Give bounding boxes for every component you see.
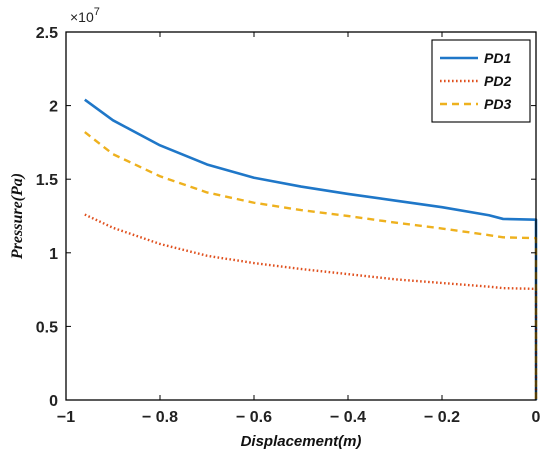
legend: PD1 PD2 PD3	[431, 39, 531, 123]
y-tick-label: 2.5	[36, 25, 58, 42]
x-axis-ticks: −1 − 0.8 − 0.6 − 0.4 − 0.2 0	[57, 32, 541, 426]
x-tick-label: − 0.2	[424, 409, 460, 426]
legend-box	[431, 39, 531, 123]
y-tick-label: 1.5	[36, 172, 58, 189]
series-layer	[84, 98, 538, 400]
series-line-pd2	[84, 213, 538, 400]
y-tick-label: 2	[49, 99, 58, 116]
x-tick-label: −1	[57, 409, 75, 426]
y-tick-label: 1	[49, 246, 58, 263]
x-axis-label: Displacement(m)	[241, 433, 362, 450]
legend-label-pd1: PD1	[484, 50, 511, 66]
y-axis-multiplier-exponent: 7	[94, 6, 100, 18]
legend-label-pd3: PD3	[484, 96, 511, 112]
x-tick-label: − 0.4	[330, 409, 366, 426]
series-line-pd1	[84, 98, 538, 400]
y-axis-ticks: 0 0.5 1 1.5 2 2.5	[36, 25, 536, 410]
x-tick-label: 0	[532, 409, 541, 426]
legend-label-pd2: PD2	[484, 73, 511, 89]
series-line-pd3	[84, 131, 538, 400]
x-tick-label: − 0.8	[142, 409, 178, 426]
y-axis-multiplier: ×107	[70, 6, 100, 25]
y-axis-label: Pressure(Pa)	[9, 173, 26, 260]
plot-frame	[65, 31, 537, 401]
y-tick-label: 0	[49, 393, 58, 410]
y-tick-label: 0.5	[36, 319, 58, 336]
y-axis-multiplier-base: ×10	[70, 9, 94, 25]
x-tick-label: − 0.6	[236, 409, 272, 426]
